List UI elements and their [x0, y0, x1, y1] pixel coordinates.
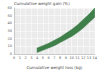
svg-text:8: 8	[59, 56, 61, 60]
svg-text:4: 4	[36, 56, 39, 60]
svg-text:3: 3	[30, 56, 32, 60]
svg-text:30: 30	[8, 29, 12, 33]
svg-text:5: 5	[42, 56, 44, 60]
svg-text:1: 1	[19, 56, 21, 60]
svg-text:0: 0	[13, 56, 15, 60]
svg-text:10: 10	[69, 56, 73, 60]
svg-text:6: 6	[47, 56, 49, 60]
svg-text:60: 60	[8, 6, 12, 10]
svg-text:14: 14	[93, 56, 98, 60]
svg-text:0: 0	[10, 52, 12, 56]
svg-text:20: 20	[8, 37, 12, 41]
svg-text:Cumulative weight loss (kg): Cumulative weight loss (kg)	[26, 65, 82, 70]
svg-text:10: 10	[8, 44, 12, 48]
svg-text:9: 9	[65, 56, 67, 60]
svg-text:40: 40	[8, 21, 12, 25]
svg-text:12: 12	[81, 56, 85, 60]
svg-text:Cumulative weight gain (%): Cumulative weight gain (%)	[14, 1, 70, 6]
svg-text:13: 13	[87, 56, 91, 60]
svg-text:50: 50	[8, 14, 12, 18]
svg-text:11: 11	[75, 56, 79, 60]
svg-text:2: 2	[24, 56, 26, 60]
svg-text:7: 7	[53, 56, 55, 60]
